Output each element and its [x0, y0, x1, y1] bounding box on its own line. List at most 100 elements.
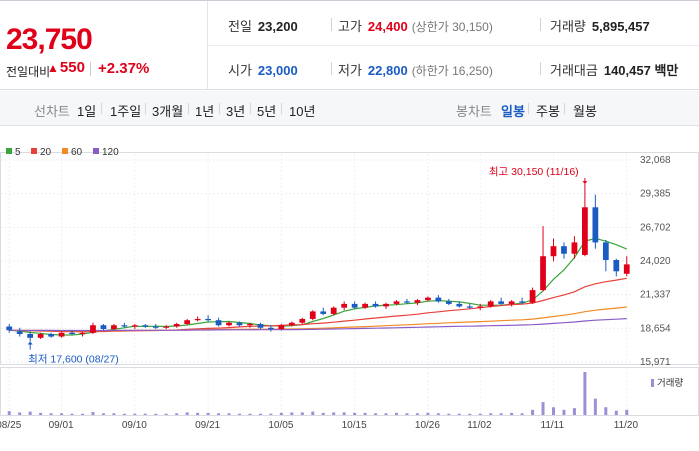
period-3y-tab[interactable]: 3년: [226, 104, 246, 119]
volume-bar: [572, 408, 576, 415]
candle-body: [508, 301, 515, 304]
candle-body: [121, 325, 128, 327]
volume-bar: [290, 412, 294, 415]
line-chart-label: 선차트: [34, 104, 70, 119]
candle-body: [582, 207, 588, 255]
volume-bar: [206, 412, 210, 415]
candle-body: [184, 320, 191, 324]
change-label: 전일대비: [6, 65, 51, 79]
volume-bar: [604, 407, 608, 415]
candle-weekly-tab[interactable]: 주봉: [536, 104, 560, 119]
volume-bar: [28, 411, 32, 415]
candle-body: [288, 322, 295, 326]
divider: [540, 18, 541, 31]
volume-bar: [300, 412, 304, 415]
volume-bar: [415, 413, 419, 415]
open-price: 시가 23,000: [228, 63, 298, 78]
candle-body: [90, 325, 96, 333]
volume-bar: [562, 409, 566, 415]
y-tick-label: 26,702: [640, 222, 671, 233]
volume-bar: [49, 413, 53, 415]
change-rate: +2.37%: [98, 60, 150, 77]
volume-bar: [541, 402, 545, 415]
volume-bar: [374, 413, 378, 415]
volume-bar: [625, 409, 629, 415]
legend-swatch: [62, 148, 68, 154]
volume-bar: [363, 412, 367, 415]
volume: 거래량 5,895,457: [550, 19, 650, 34]
volume-bar: [101, 413, 105, 415]
volume-bar: [248, 413, 252, 415]
period-10y-tab[interactable]: 10년: [289, 104, 316, 119]
volume-bar: [164, 413, 168, 415]
candle-body: [37, 334, 44, 338]
candle-body: [341, 303, 348, 308]
volume-bar: [238, 413, 241, 415]
period-1d-tab[interactable]: 1일: [77, 104, 97, 119]
candle-body: [268, 327, 274, 330]
candle-body: [320, 311, 327, 314]
x-tick-label: 11/02: [467, 420, 492, 431]
prev-close: 전일 23,200: [228, 19, 298, 34]
candle-daily-tab[interactable]: 일봉: [501, 104, 525, 119]
volume-legend-swatch: [651, 379, 654, 387]
volume-bar: [60, 413, 64, 415]
volume-bar: [552, 407, 555, 415]
candle-body: [226, 322, 232, 326]
high-price: 고가 24,400 (상한가 30,150): [338, 19, 493, 34]
period-5y-tab[interactable]: 5년: [257, 104, 277, 119]
y-tick-label: 15,971: [640, 357, 671, 368]
low-annotation: 최저 17,600 (08/27): [28, 354, 119, 366]
price-panel-frame: [0, 152, 699, 365]
legend-swatch: [6, 148, 12, 154]
divider: [250, 103, 251, 114]
period-1y-tab[interactable]: 1년: [195, 104, 215, 119]
volume-bar: [531, 409, 535, 415]
candle-body: [435, 297, 442, 302]
period-3m-tab[interactable]: 3개월: [152, 104, 184, 119]
volume-bar: [457, 413, 461, 415]
volume-bar: [489, 413, 493, 415]
divider: [219, 103, 220, 114]
volume-bar: [227, 413, 231, 415]
candle-body: [194, 318, 201, 321]
volume-bar: [436, 413, 440, 415]
candle-body: [351, 303, 358, 308]
current-price: 23,750: [6, 23, 93, 56]
candle-body: [613, 259, 620, 272]
up-triangle-icon: ▲: [47, 61, 59, 75]
volume-bar: [311, 411, 315, 415]
change-amount-value: 550: [59, 59, 85, 76]
period-1w-tab[interactable]: 1주일: [110, 104, 142, 119]
x-tick-label: 09/10: [122, 420, 147, 431]
volume-bar: [510, 412, 514, 415]
candle-body: [247, 323, 253, 326]
y-tick-label: 29,385: [640, 189, 671, 200]
candle-body: [163, 326, 170, 328]
candle-monthly-tab[interactable]: 월봉: [573, 104, 597, 119]
low-price: 저가 22,800 (하한가 16,250): [338, 63, 493, 78]
candle-body: [571, 242, 578, 254]
candle-body: [602, 242, 609, 260]
candle-body: [69, 332, 75, 335]
ma-5-line: [9, 237, 628, 336]
candle-chart-label: 봉차트: [456, 104, 492, 119]
volume-bar: [175, 413, 179, 415]
volume-bar: [81, 413, 84, 415]
volume-bar: [332, 412, 336, 415]
candle-body: [58, 332, 65, 337]
divider: [145, 103, 146, 114]
volume-bar: [426, 412, 430, 415]
x-tick-label: 08/25: [0, 420, 22, 431]
volume-bar: [269, 413, 273, 415]
divider: [540, 62, 541, 75]
divider: [331, 18, 332, 31]
legend-label: 120: [102, 147, 119, 158]
candle-body: [142, 325, 149, 327]
divider: [528, 103, 529, 114]
y-tick-label: 32,068: [640, 155, 671, 166]
candle-body: [414, 300, 421, 303]
candle-body: [393, 301, 400, 304]
chart-toolbar: 선차트 1일 1주일 3개월 1년 3년 5년 10년 봉차트 일봉 주봉 월봉: [0, 91, 699, 126]
volume-bar: [7, 411, 11, 415]
